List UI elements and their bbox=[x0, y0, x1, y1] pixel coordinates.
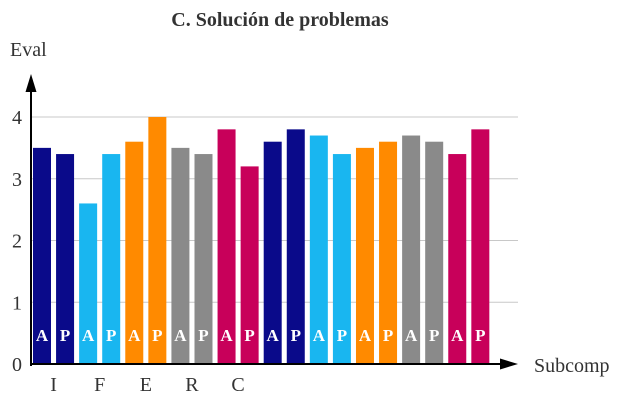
y-axis-label: Eval bbox=[10, 39, 47, 61]
y-axis-arrowhead bbox=[25, 74, 37, 92]
axes bbox=[25, 74, 518, 370]
bar bbox=[240, 166, 259, 364]
y-tick-labels: 0 1 2 3 4 bbox=[12, 107, 22, 376]
y-tick-label: 2 bbox=[12, 231, 22, 253]
bar bbox=[355, 147, 374, 364]
bar bbox=[286, 129, 305, 364]
bar bbox=[102, 154, 121, 364]
bar-label: P bbox=[60, 326, 70, 345]
x-category-label: R bbox=[185, 374, 199, 396]
bar bbox=[332, 154, 351, 364]
bar-label: A bbox=[405, 326, 418, 345]
bar bbox=[402, 135, 421, 364]
bar-label: P bbox=[429, 326, 439, 345]
bar bbox=[379, 141, 398, 364]
x-category-label: E bbox=[140, 374, 152, 396]
bar-label: P bbox=[244, 326, 254, 345]
bar bbox=[33, 147, 51, 364]
y-tick-label: 3 bbox=[12, 169, 22, 191]
bar-label: A bbox=[451, 326, 464, 345]
y-tick-label: 4 bbox=[12, 107, 22, 129]
bar-label: A bbox=[36, 326, 49, 345]
bar bbox=[471, 129, 490, 364]
y-tick-label: 1 bbox=[12, 292, 22, 314]
bar-label: A bbox=[82, 326, 95, 345]
bar bbox=[125, 141, 144, 364]
bar bbox=[217, 129, 236, 364]
bar-label: A bbox=[359, 326, 372, 345]
bar bbox=[309, 135, 328, 364]
bar-label: P bbox=[106, 326, 116, 345]
bar bbox=[263, 141, 282, 364]
x-category-label: I bbox=[50, 374, 57, 396]
bar-label: A bbox=[220, 326, 233, 345]
bar-label: P bbox=[337, 326, 347, 345]
bar-label: A bbox=[174, 326, 187, 345]
bar-label: P bbox=[383, 326, 393, 345]
chart-title: C. Solución de problemas bbox=[171, 9, 389, 31]
bar-label: P bbox=[198, 326, 208, 345]
bar-label: A bbox=[313, 326, 326, 345]
bar-label: P bbox=[475, 326, 485, 345]
bar-label: P bbox=[152, 326, 162, 345]
bar-label: P bbox=[291, 326, 301, 345]
bar bbox=[56, 154, 75, 364]
bar bbox=[171, 147, 190, 364]
bar bbox=[194, 154, 213, 364]
y-tick-label: 0 bbox=[12, 354, 22, 376]
bar bbox=[148, 117, 167, 364]
bar-label: A bbox=[267, 326, 280, 345]
x-axis-arrowhead bbox=[500, 358, 518, 370]
bar bbox=[448, 154, 467, 364]
bar-label: A bbox=[128, 326, 141, 345]
x-category-label: F bbox=[94, 374, 105, 396]
bar bbox=[425, 141, 444, 364]
x-axis-label: Subcomp bbox=[534, 355, 610, 377]
x-category-label: C bbox=[231, 374, 244, 396]
bar bbox=[79, 203, 98, 364]
